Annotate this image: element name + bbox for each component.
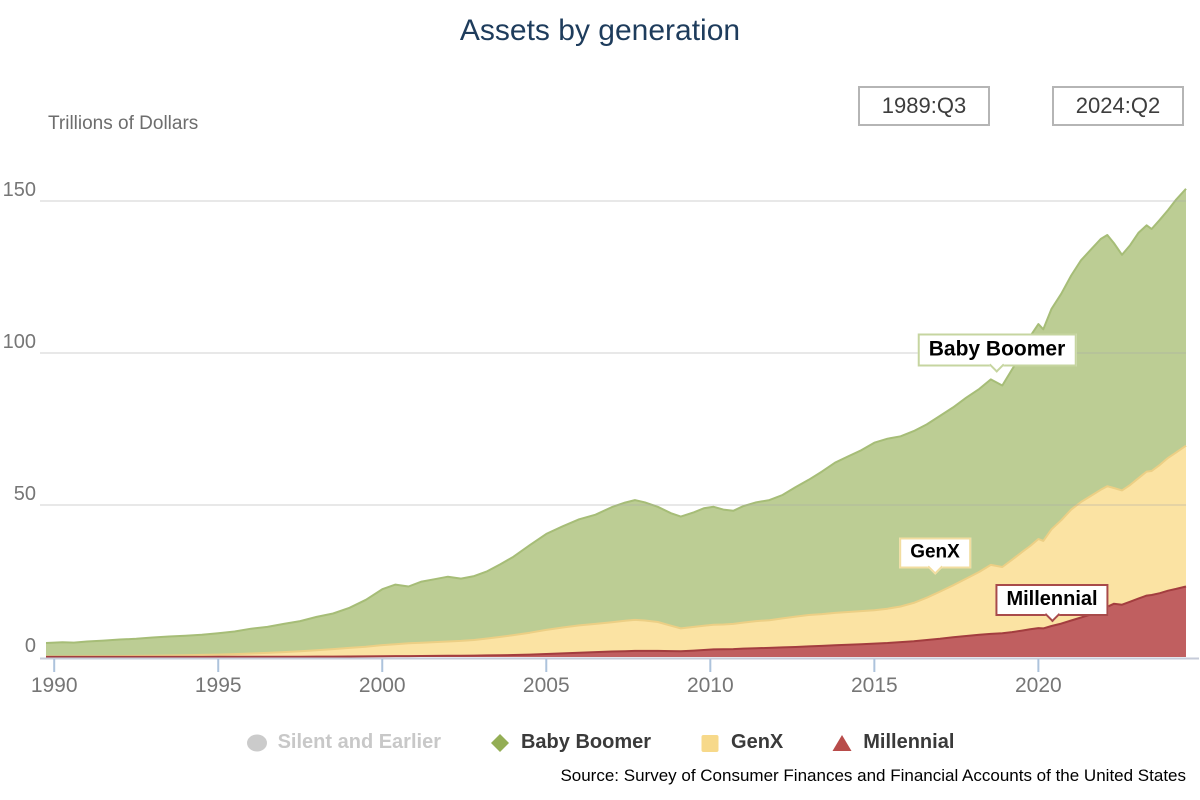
end-period-value: 2024:Q2: [1075, 93, 1161, 118]
legend-item-genx[interactable]: GenX: [699, 731, 783, 754]
legend: Silent and Earlier Baby Boomer GenX Mill…: [0, 731, 1200, 754]
y-axis-title: Trillions of Dollars: [48, 113, 199, 134]
legend-label: Millennial: [863, 731, 955, 753]
legend-item-baby-boomer[interactable]: Baby Boomer: [489, 731, 651, 754]
line-genx: [46, 444, 1187, 658]
legend-item-silent[interactable]: Silent and Earlier: [246, 731, 441, 754]
diamond-icon: [490, 733, 509, 752]
x-tick-label-1990: 1990: [31, 674, 78, 697]
y-tick-label-100: 100: [3, 331, 36, 353]
y-tick-label-150: 150: [3, 179, 36, 201]
series-label-baby-boomer: Baby Boomer: [917, 333, 1077, 373]
series-label-genx: GenX: [899, 537, 971, 575]
line-baby-boomer: [45, 188, 1187, 644]
x-tick-label-2020: 2020: [1015, 674, 1062, 697]
y-tick-label-50: 50: [14, 483, 36, 505]
legend-label: GenX: [731, 731, 784, 753]
area-millennial: [46, 586, 1186, 657]
legend-label: Silent and Earlier: [277, 731, 441, 753]
end-period-box[interactable]: 2024:Q2: [1052, 86, 1184, 126]
legend-label: Baby Boomer: [520, 731, 652, 753]
circle-icon: [246, 734, 267, 751]
x-tick-label-2010: 2010: [687, 674, 734, 697]
start-period-box[interactable]: 1989:Q3: [858, 86, 990, 126]
x-tick-label-1995: 1995: [195, 674, 242, 697]
y-tick-label-0: 0: [25, 635, 36, 657]
page-title: Assets by generation: [459, 14, 741, 47]
legend-item-millennial[interactable]: Millennial: [831, 731, 954, 754]
square-icon: [701, 734, 719, 752]
x-tick-label-2000: 2000: [359, 674, 406, 697]
series-label-millennial: Millennial: [995, 584, 1109, 623]
source-note: Source: Survey of Consumer Finances and …: [560, 766, 1186, 785]
x-tick-label-2005: 2005: [523, 674, 570, 697]
x-tick-label-2015: 2015: [851, 674, 898, 697]
line-millennial: [46, 585, 1187, 658]
triangle-icon: [832, 734, 852, 751]
start-period-value: 1989:Q3: [881, 93, 967, 118]
